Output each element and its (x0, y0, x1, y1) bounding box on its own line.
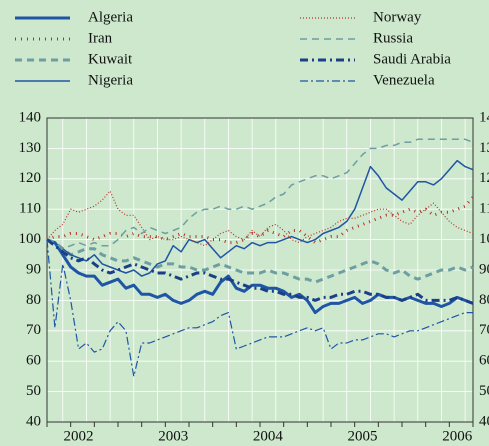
series-line (46, 239, 473, 377)
x-tick-label: 2003 (158, 428, 188, 444)
y-tick-label: 70 (26, 322, 41, 338)
series-line (46, 138, 474, 250)
x-tick-label: 2005 (348, 428, 378, 444)
y2-tick-label: 70 (479, 322, 489, 338)
y2-tick-label: 40 (479, 413, 489, 429)
y-tick-label: 50 (26, 383, 41, 399)
y-tick-label: 80 (26, 292, 41, 308)
x-tick-label: 2004 (253, 428, 284, 444)
y-tick-label: 60 (26, 353, 41, 369)
y-tick-label: 110 (19, 201, 41, 217)
series-line (46, 238, 474, 305)
y2-tick-label: 130 (479, 140, 489, 156)
legend-label: Saudi Arabia (373, 51, 451, 67)
x-tick-label: 2002 (64, 428, 94, 444)
series-line (46, 238, 474, 284)
legend-label: Nigeria (88, 72, 133, 88)
y2-tick-label: 140 (479, 109, 489, 125)
legend-label: Venezuela (373, 72, 435, 88)
y-tick-label: 100 (19, 231, 42, 247)
y2-tick-label: 60 (479, 353, 489, 369)
y2-tick-label: 50 (479, 383, 489, 399)
legend-label: Algeria (88, 9, 133, 25)
legend-label: Norway (373, 9, 422, 25)
y-tick-label: 130 (19, 140, 42, 156)
x-tick-label: 2006 (442, 428, 473, 444)
y2-tick-label: 90 (479, 261, 489, 277)
legend-label: Kuwait (88, 51, 133, 67)
y2-tick-label: 80 (479, 292, 489, 308)
y-tick-label: 90 (26, 261, 41, 277)
legend-label: Iran (88, 30, 113, 46)
series-line (46, 159, 474, 277)
y-tick-label: 40 (26, 413, 41, 429)
legend-label: Russia (373, 30, 413, 46)
y-tick-label: 120 (19, 170, 42, 186)
y2-tick-label: 110 (479, 201, 489, 217)
y-tick-label: 140 (19, 109, 42, 125)
y2-tick-label: 100 (479, 231, 489, 247)
y2-tick-label: 120 (479, 170, 489, 186)
